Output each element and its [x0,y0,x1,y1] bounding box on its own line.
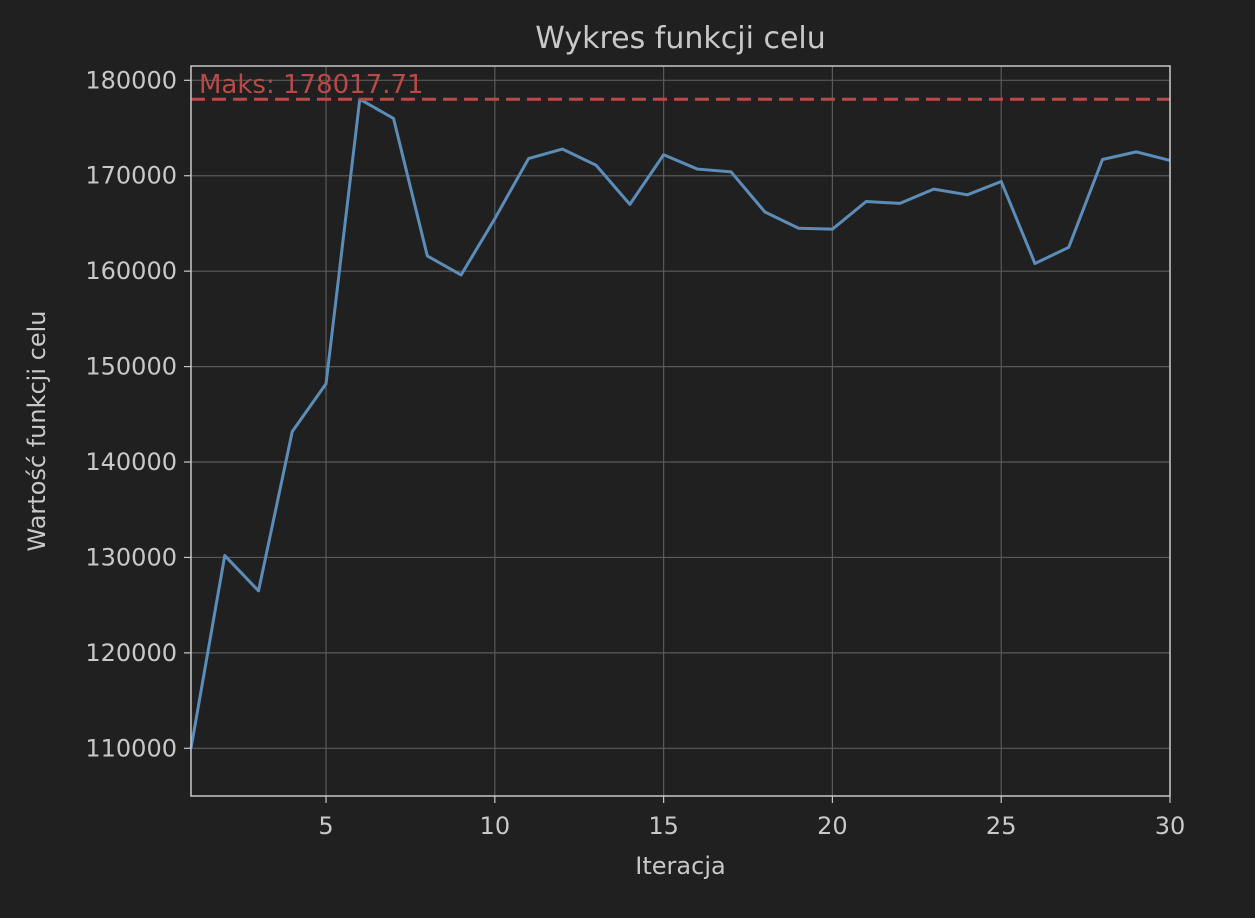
y-tick-label: 150000 [85,353,177,381]
series-layer [189,97,1171,749]
y-tick-label: 140000 [85,448,177,476]
x-tick-label: 15 [648,812,679,840]
series-line [189,97,1171,749]
plot-frame [190,65,1171,797]
y-tick-label: 160000 [85,257,177,285]
grid [191,66,1171,796]
y-tick-label: 130000 [85,543,177,571]
y-tick-label: 120000 [85,639,177,667]
x-axis-label: Iteracja [635,852,725,880]
max-value-label: Maks: 178017.71 [199,70,424,100]
axis-ticks: 5 10 15 20 25 30 110000 120000 130000 140000 15000… [85,66,1185,840]
x-tick-label: 25 [986,812,1017,840]
y-tick-label: 170000 [85,162,177,190]
x-tick-label: 10 [480,812,511,840]
y-tick-label: 110000 [85,734,177,762]
annotation-layer: Maks: 178017.71 [191,70,1170,101]
x-tick-label: 30 [1155,812,1186,840]
x-tick-label: 20 [817,812,848,840]
y-tick-label: 180000 [85,66,177,94]
x-tick-label: 5 [318,812,333,840]
chart-title: Wykres funkcji celu [535,21,826,56]
y-axis-label: Wartość funkcji celu [23,311,51,552]
